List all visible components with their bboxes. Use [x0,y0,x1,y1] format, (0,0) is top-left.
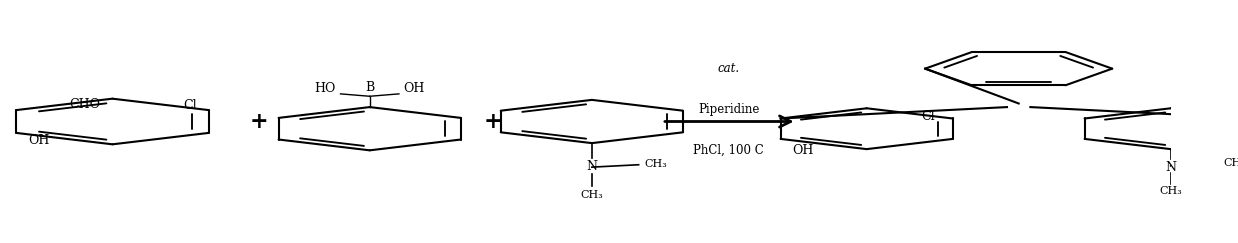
Text: OH: OH [28,134,50,147]
Text: CHO: CHO [69,98,100,111]
Text: CH₃: CH₃ [645,158,667,169]
Text: CH₃: CH₃ [1159,186,1182,196]
Text: CH₃: CH₃ [581,190,603,200]
Text: N: N [587,160,598,173]
Text: +: + [249,111,267,132]
Text: OH: OH [404,82,425,95]
Text: HO: HO [314,82,335,95]
Text: Piperidine: Piperidine [698,103,759,116]
Text: Cl: Cl [921,110,935,123]
Text: PhCl, 100 C: PhCl, 100 C [693,144,764,157]
Text: OH: OH [792,144,813,157]
Text: N: N [1165,161,1176,174]
Text: B: B [365,81,374,94]
Text: cat.: cat. [718,62,740,75]
Text: +: + [483,111,501,132]
Text: Cl: Cl [183,99,197,112]
Text: CH₃: CH₃ [1223,158,1238,168]
